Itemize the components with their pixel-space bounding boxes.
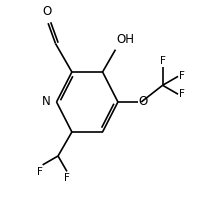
Text: O: O xyxy=(139,95,148,109)
Text: F: F xyxy=(160,56,165,66)
Text: F: F xyxy=(179,89,185,99)
Text: O: O xyxy=(42,5,52,18)
Text: F: F xyxy=(179,71,185,81)
Text: N: N xyxy=(42,95,51,109)
Text: F: F xyxy=(37,167,43,177)
Text: F: F xyxy=(64,173,70,183)
Text: OH: OH xyxy=(116,33,134,46)
